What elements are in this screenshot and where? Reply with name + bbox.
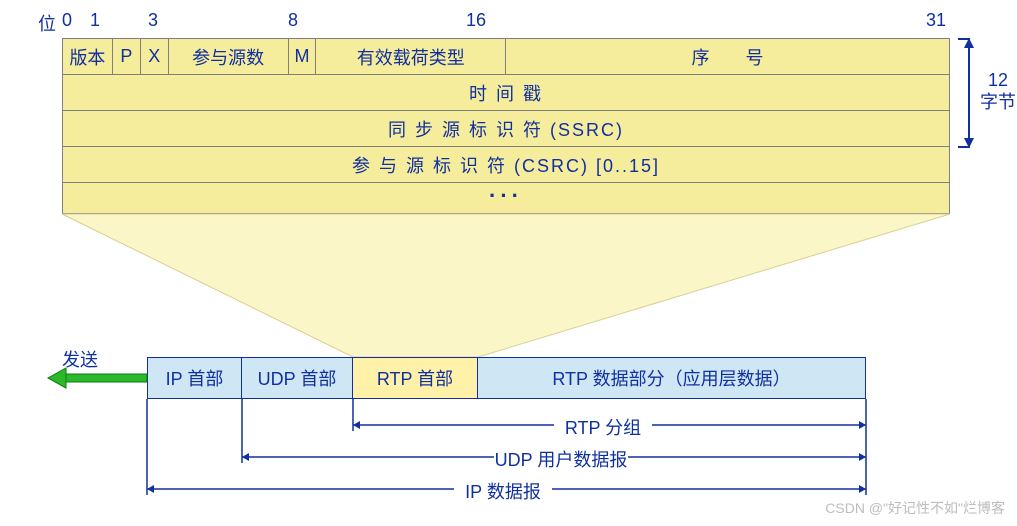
hdr-cell: 参与源数 bbox=[169, 39, 289, 75]
hdr-cell: 版本 bbox=[63, 39, 113, 75]
hdr-row: 参 与 源 标 识 符 (CSRC) [0..15] bbox=[63, 147, 949, 183]
send-label: 发送 bbox=[62, 346, 98, 372]
bit-value: 31 bbox=[926, 10, 946, 31]
range-label: UDP 用户数据报 bbox=[494, 446, 628, 472]
packet-box: IP 首部 bbox=[147, 357, 242, 399]
hdr-cell: 序 号 bbox=[506, 39, 949, 75]
watermark: CSDN @"好记性不如"烂博客 bbox=[825, 498, 1005, 518]
range-label: IP 数据报 bbox=[454, 478, 552, 504]
bit-value: 3 bbox=[148, 10, 158, 31]
hdr-ellipsis: ··· bbox=[63, 183, 949, 213]
hdr-cell: P bbox=[113, 39, 141, 75]
rtp-header-table: 版本PX参与源数M有效载荷类型序 号时 间 戳同 步 源 标 识 符 (SSRC… bbox=[62, 38, 950, 214]
bit-value: 0 bbox=[62, 10, 72, 31]
bracket-bytes: 12字节 bbox=[980, 70, 1016, 113]
hdr-cell: 有效载荷类型 bbox=[316, 39, 506, 75]
packet-box: RTP 数据部分（应用层数据） bbox=[478, 357, 866, 399]
bit-prefix: 位 bbox=[38, 10, 56, 36]
bit-value: 1 bbox=[90, 10, 100, 31]
packet-box: RTP 首部 bbox=[353, 357, 478, 399]
bit-value: 16 bbox=[466, 10, 486, 31]
hdr-row: 同 步 源 标 识 符 (SSRC) bbox=[63, 111, 949, 147]
packet-box: UDP 首部 bbox=[242, 357, 353, 399]
hdr-cell: M bbox=[289, 39, 317, 75]
bit-value: 8 bbox=[288, 10, 298, 31]
range-label: RTP 分组 bbox=[554, 414, 652, 440]
hdr-cell: X bbox=[141, 39, 169, 75]
hdr-row: 时 间 戳 bbox=[63, 75, 949, 111]
